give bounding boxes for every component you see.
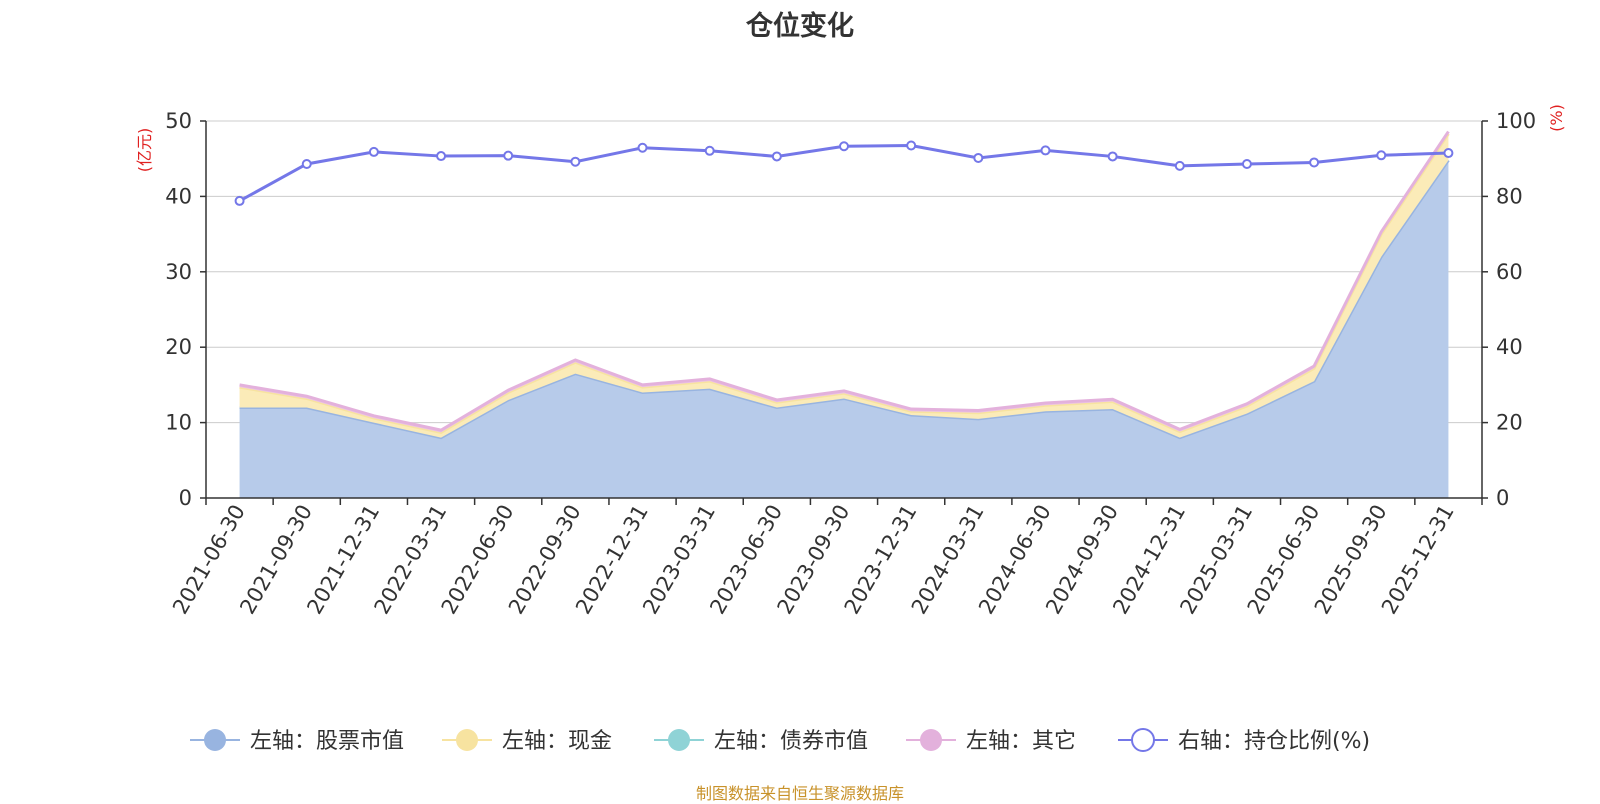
legend-marker bbox=[668, 729, 690, 751]
ratio-point bbox=[301, 158, 312, 169]
ratio-point bbox=[637, 142, 648, 153]
legend-marker bbox=[920, 729, 942, 751]
area-edge-line bbox=[239, 132, 1450, 434]
ratio-point bbox=[973, 152, 984, 163]
ratio-point bbox=[1309, 157, 1320, 168]
right-tick-label: 100 bbox=[1496, 109, 1536, 133]
area-fill bbox=[239, 131, 1449, 433]
legend-marker bbox=[204, 729, 226, 751]
ratio-line bbox=[238, 144, 1449, 203]
legend-marker bbox=[1131, 728, 1155, 752]
stacked-areas bbox=[239, 130, 1450, 498]
ratio-point bbox=[503, 150, 514, 161]
left-tick-label: 20 bbox=[165, 335, 192, 359]
area-fill bbox=[239, 160, 1449, 498]
ratio-point bbox=[704, 145, 715, 156]
left-tick-label: 50 bbox=[165, 109, 192, 133]
ratio-point bbox=[839, 141, 849, 152]
source-note: 制图数据来自恒生聚源数据库 bbox=[695, 784, 904, 803]
ratio-point bbox=[771, 151, 782, 162]
ratio-point bbox=[1107, 151, 1118, 162]
legend: 左轴：股票市值 左轴：现金 左轴：债券市值 左轴：其它 右轴：持仓比例(%) bbox=[190, 728, 1370, 754]
chart-title: 仓位变化 bbox=[745, 10, 854, 42]
legend-item: 左轴：股票市值 bbox=[190, 729, 404, 754]
legend-label: 左轴：债券市值 bbox=[714, 729, 868, 754]
grid-lines bbox=[206, 120, 1482, 424]
ratio-point bbox=[436, 151, 447, 162]
ratio-point bbox=[1376, 150, 1387, 161]
ratio-point bbox=[906, 140, 917, 151]
legend-label: 左轴：其它 bbox=[966, 729, 1076, 754]
right-tick-label: 40 bbox=[1496, 335, 1523, 359]
ratio-point bbox=[234, 195, 245, 206]
legend-item: 右轴：持仓比例(%) bbox=[1118, 728, 1370, 754]
left-tick-label: 10 bbox=[165, 411, 192, 435]
legend-item: 左轴：现金 bbox=[442, 729, 612, 754]
ratio-point bbox=[1174, 160, 1185, 171]
right-tick-label: 80 bbox=[1496, 184, 1523, 208]
left-tick-label: 30 bbox=[165, 260, 192, 284]
holding-ratio-line bbox=[234, 140, 1454, 206]
legend-label: 左轴：股票市值 bbox=[250, 729, 404, 754]
ratio-point bbox=[1040, 145, 1051, 156]
area-edge-line bbox=[239, 130, 1450, 432]
ratio-point bbox=[368, 146, 379, 157]
right-tick-label: 0 bbox=[1496, 486, 1509, 510]
right-axis-unit: (%) bbox=[1547, 104, 1566, 132]
legend-label: 左轴：现金 bbox=[502, 729, 612, 754]
ratio-point bbox=[1241, 158, 1252, 169]
x-tick-label: 2025-12-31 bbox=[1377, 501, 1459, 619]
left-tick-label: 40 bbox=[165, 184, 192, 208]
right-tick-label: 60 bbox=[1496, 260, 1523, 284]
left-axis-unit: (亿元) bbox=[135, 128, 154, 173]
left-tick-label: 0 bbox=[179, 486, 192, 510]
legend-item: 左轴：其它 bbox=[906, 729, 1076, 754]
ratio-point bbox=[1443, 148, 1454, 159]
legend-marker bbox=[456, 729, 478, 751]
legend-label: 右轴：持仓比例(%) bbox=[1178, 729, 1370, 754]
legend-item: 左轴：债券市值 bbox=[654, 729, 868, 754]
right-tick-label: 20 bbox=[1496, 411, 1523, 435]
ratio-point bbox=[570, 156, 581, 167]
